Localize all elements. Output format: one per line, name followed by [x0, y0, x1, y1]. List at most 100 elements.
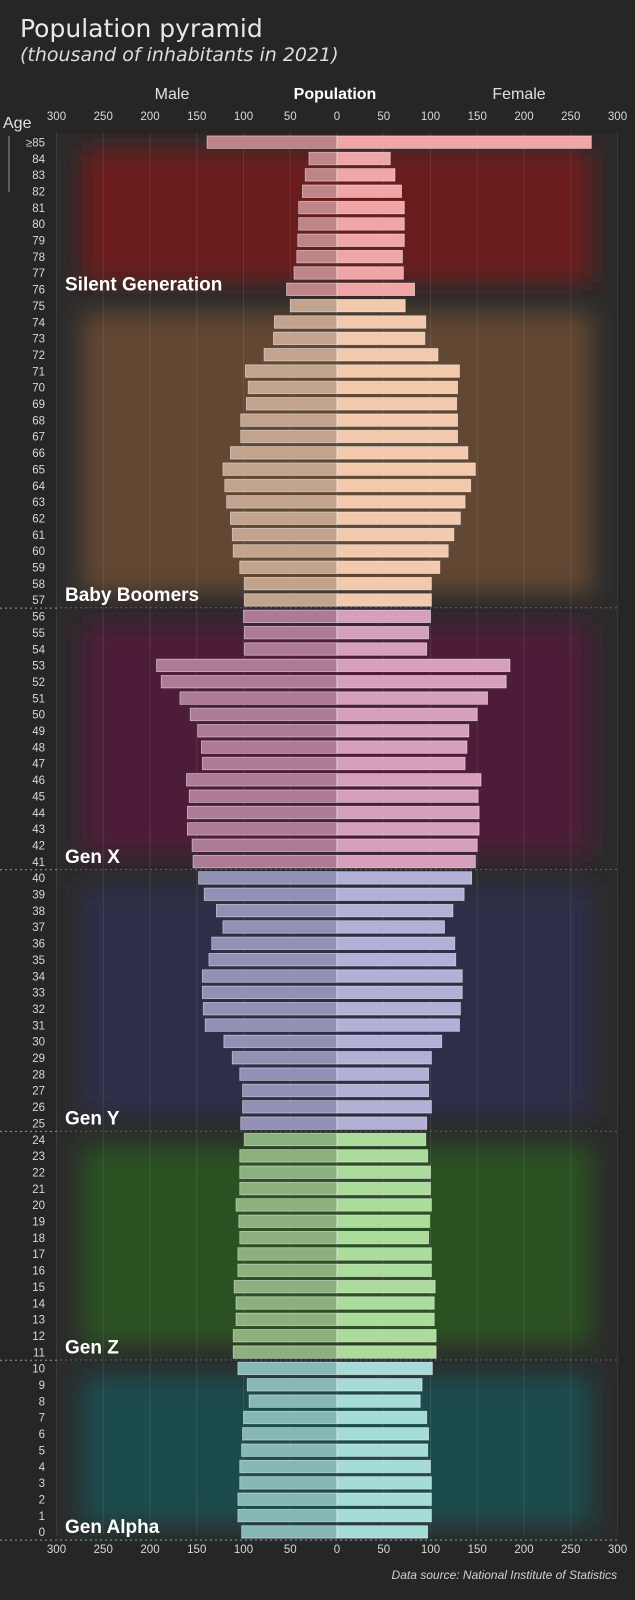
female-bar: [336, 675, 507, 689]
x-tick-label-top: 250: [94, 111, 113, 123]
male-bar: [198, 871, 338, 885]
age-tick-label: 79: [32, 236, 45, 248]
male-bar: [235, 1296, 338, 1310]
age-tick-label: 10: [32, 1364, 45, 1376]
male-bar: [231, 1051, 338, 1065]
male-bar: [237, 1508, 338, 1523]
age-tick-label: 53: [32, 661, 45, 673]
x-tick-label-bottom: 100: [234, 1544, 253, 1556]
female-bar: [336, 1345, 437, 1359]
male-bar: [293, 266, 338, 280]
male-bar: [296, 249, 338, 264]
age-tick-label: 41: [32, 857, 45, 869]
male-bar: [242, 1427, 338, 1441]
generation-label: Gen Z: [65, 1337, 119, 1358]
female-bar: [336, 1476, 432, 1490]
female-bar: [336, 1296, 435, 1310]
female-bar: [336, 626, 430, 640]
female-bar: [336, 1459, 431, 1474]
female-bar: [336, 593, 432, 607]
female-bar: [336, 364, 460, 378]
male-bar: [232, 1329, 338, 1343]
x-tick-label-top: 100: [421, 111, 440, 123]
female-bar: [336, 527, 455, 542]
female-bar: [336, 1394, 421, 1408]
female-bar: [336, 544, 449, 558]
age-tick-label: 50: [32, 710, 45, 722]
age-tick-label: 76: [32, 285, 45, 297]
female-bar: [336, 691, 488, 705]
age-tick-label: 17: [32, 1249, 45, 1261]
age-tick-label: 55: [32, 628, 45, 640]
male-bar: [243, 1410, 338, 1425]
x-tick-label-bottom: 150: [187, 1544, 206, 1556]
x-tick-label-top: 100: [234, 111, 253, 123]
age-tick-label: 58: [32, 579, 45, 591]
male-bar: [222, 920, 338, 934]
age-tick-label: 81: [32, 203, 45, 215]
male-bar: [204, 1018, 338, 1032]
male-bar: [156, 658, 338, 673]
age-axis-label: Age: [3, 115, 32, 132]
male-bar: [239, 1067, 338, 1081]
male-bar: [240, 1116, 338, 1130]
x-tick-label-bottom: 150: [468, 1544, 487, 1556]
age-tick-label: 52: [32, 677, 45, 689]
female-bar: [336, 135, 592, 149]
population-header: Population: [294, 86, 377, 103]
age-tick-label: 71: [32, 366, 45, 378]
female-bar: [336, 151, 391, 166]
female-bar: [336, 1018, 460, 1032]
female-bar: [336, 1378, 423, 1392]
male-bar: [232, 544, 338, 558]
age-tick-label: 75: [32, 301, 45, 313]
male-bar: [208, 953, 338, 967]
female-bar: [336, 1247, 432, 1261]
male-bar: [235, 1312, 338, 1327]
age-tick-label: 11: [33, 1347, 45, 1359]
x-axis-ticks: 300 300 250 250 200 200 150 150 100 100 50 50 0 0 50 50…: [47, 111, 627, 1556]
age-tick-label: 66: [32, 448, 45, 460]
generation-band: [82, 1146, 592, 1346]
male-bar: [206, 135, 338, 149]
x-tick-label-bottom: 50: [284, 1544, 297, 1556]
female-bar: [336, 266, 404, 280]
male-bar: [302, 184, 338, 198]
female-bar: [336, 1410, 428, 1425]
age-tick-label: 56: [32, 612, 45, 624]
age-tick-label: 31: [32, 1020, 45, 1032]
male-bar: [237, 1263, 338, 1277]
male-bar: [245, 397, 338, 411]
female-bar: [336, 429, 459, 444]
female-bar: [336, 1280, 436, 1294]
female-bar: [336, 1329, 437, 1343]
female-bar: [336, 985, 463, 1000]
female-bar: [336, 282, 416, 296]
female-bar: [336, 936, 456, 950]
female-bar: [336, 789, 479, 803]
female-bar: [336, 1492, 432, 1506]
x-tick-label-bottom: 250: [561, 1544, 580, 1556]
female-bar: [336, 1525, 429, 1539]
female-bar: [336, 315, 427, 329]
male-bar: [224, 478, 338, 493]
generation-label: Baby Boomers: [65, 585, 199, 606]
x-tick-label-bottom: 200: [140, 1544, 159, 1556]
age-tick-label: 22: [32, 1167, 45, 1179]
male-bar: [179, 691, 338, 705]
age-tick-label: 6: [39, 1429, 45, 1441]
chart-title: Population pyramid: [20, 14, 263, 43]
male-bar: [241, 1525, 338, 1539]
female-bar: [336, 446, 469, 460]
age-tick-label: 72: [32, 350, 45, 362]
age-tick-label: 49: [32, 726, 45, 738]
female-bar: [336, 184, 402, 198]
female-bar: [336, 1083, 430, 1098]
x-tick-label-bottom: 300: [608, 1544, 627, 1556]
age-tick-label: 54: [32, 644, 45, 656]
female-bar: [336, 168, 396, 182]
female-bar: [336, 740, 468, 754]
age-tick-label: 57: [32, 595, 45, 607]
age-tick-label: 18: [32, 1233, 45, 1245]
x-tick-label-top: 0: [334, 111, 340, 123]
